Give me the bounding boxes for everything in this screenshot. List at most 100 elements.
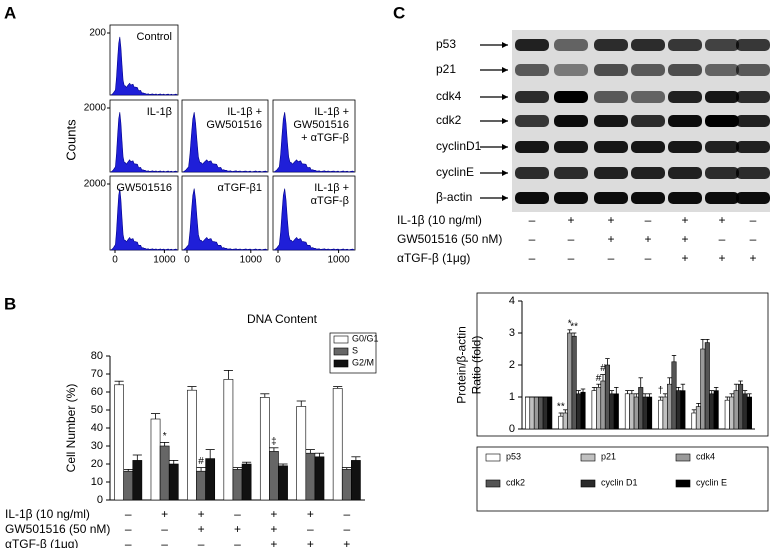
bar [547,396,553,430]
blot-band [668,91,702,103]
bar [738,383,744,430]
treatment-sign: + [607,232,614,246]
annotation: † [658,386,664,397]
bar [662,396,668,430]
treatment-sign: – [307,522,314,536]
y-tick-label: 2000 [84,103,107,114]
bar [609,393,615,430]
annotation: * [163,431,167,442]
treatment-sign: + [681,232,688,246]
bar [591,390,597,430]
treatment-sign: – [161,522,168,536]
bar [533,396,539,430]
bar [538,396,544,430]
bar [638,387,644,430]
histogram-label: IL-1β + [227,106,262,118]
bar [132,460,143,501]
protein-label: cyclinE [436,165,474,179]
histogram-label: αTGF-β [311,195,349,207]
treatment-sign: – [750,232,757,246]
legend-swatch [675,479,691,488]
bar [733,390,739,430]
bar [658,399,664,430]
bar [351,460,361,501]
treatment-sign: + [644,232,651,246]
bar [567,332,573,430]
treatment-label: αTGF-β (1μg) [5,537,78,548]
blot-band [515,192,549,204]
blot-band [554,167,588,179]
blot-band [554,115,588,127]
bar [150,418,161,501]
blot-band [631,115,665,127]
annotation: # [198,456,204,467]
y-axis-label: Counts [63,119,78,161]
histogram-label: GW501516 [116,182,172,194]
treatment-sign: – [125,507,132,521]
bar [695,406,701,430]
legend-swatch [485,479,501,488]
blot-band [705,192,739,204]
arrowhead [502,195,508,201]
treatment-sign: + [234,522,241,536]
annotation: ** [557,402,565,413]
treatment-sign: – [529,251,536,265]
blot-band [594,39,628,51]
blot-band [554,192,588,204]
legend-label: p21 [601,451,616,461]
legend-swatch [580,453,596,462]
bar [571,335,577,430]
bar [642,396,648,430]
treatment-sign: – [568,251,575,265]
treatment-label: IL-1β (10 ng/ml) [5,507,90,521]
x-tick-label: 1000 [153,255,176,266]
legend-label: cdk2 [506,477,525,487]
y-tick-label: 2 [509,359,515,371]
treatment-sign: – [645,251,652,265]
bar [558,415,564,430]
bar [709,393,715,430]
histogram-label: IL-1β [147,106,172,118]
y-tick-label: 40 [91,422,103,434]
blot-band [705,91,739,103]
protein-label: cdk2 [436,113,462,127]
treatment-sign: + [718,251,725,265]
treatment-sign: – [750,213,757,227]
treatment-sign: + [567,213,574,227]
y-tick-label: 30 [91,440,103,452]
annotation: # [600,363,606,374]
y-axis-label: Ratio (fold) [470,336,484,395]
bar [729,396,735,430]
treatment-sign: – [529,213,536,227]
blot-band [705,64,739,76]
protein-label: cyclinD1 [436,139,482,153]
legend-swatch [333,359,349,368]
blot-band [631,91,665,103]
annotation: ** [570,322,578,333]
bar [680,390,686,430]
bar [168,463,179,501]
bar [305,452,316,501]
arrowhead [502,42,508,48]
x-tick-label: 0 [112,255,118,266]
protein-label: p21 [436,62,456,76]
bar [675,390,681,430]
bar [332,388,343,501]
bar [576,393,582,430]
treatment-sign: – [234,537,241,548]
bar [600,380,606,430]
x-tick-label: 1000 [240,255,263,266]
blot-band [631,39,665,51]
y-tick-label: 4 [509,295,515,307]
arrowhead [502,170,508,176]
bar [525,396,531,430]
y-tick-label: 0 [509,423,515,435]
blot-band [631,192,665,204]
treatment-sign: – [719,232,726,246]
blot-band [515,91,549,103]
blot-band [736,91,770,103]
histogram [110,188,178,251]
bar [667,383,673,430]
blot-band [736,141,770,153]
